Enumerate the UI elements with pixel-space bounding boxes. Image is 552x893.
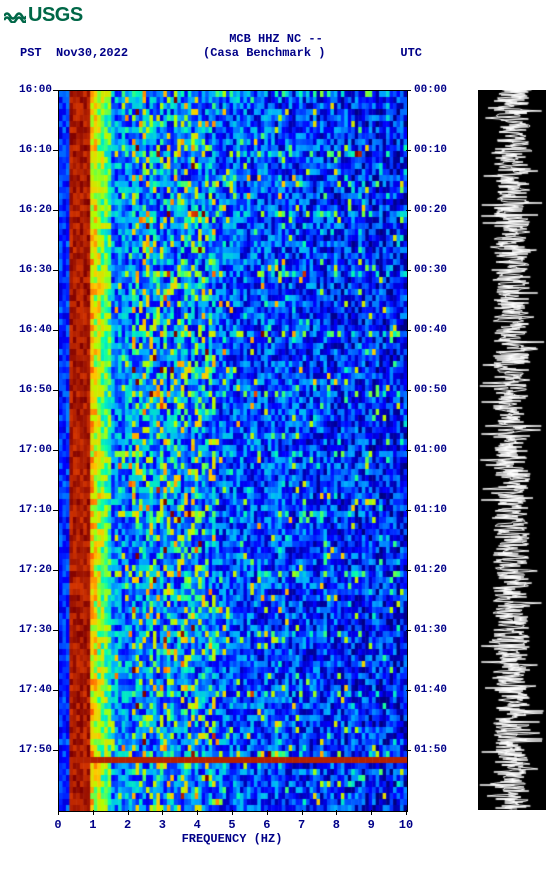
spectrogram [58,90,408,812]
freq-tick: 4 [194,818,201,832]
chart-header: MCB HHZ NC -- PST Nov30,2022 (Casa Bench… [0,32,552,60]
y-axis-utc: 00:0000:1000:2000:3000:4000:5001:0001:10… [406,90,476,810]
freq-tick: 7 [298,818,305,832]
freq-tick: 10 [399,818,413,832]
x-axis-freq: FREQUENCY (HZ) 012345678910 [58,810,406,850]
utc-tick: 01:30 [414,624,447,636]
pst-tick: 17:50 [19,744,52,756]
utc-tick: 00:00 [414,84,447,96]
utc-tick: 00:10 [414,144,447,156]
pst-tick: 17:00 [19,444,52,456]
freq-tick: 3 [159,818,166,832]
pst-tick: 16:10 [19,144,52,156]
date: Nov30,2022 [56,46,128,60]
seismogram-canvas [478,90,546,810]
freq-tick: 2 [124,818,131,832]
pst-tick: 16:00 [19,84,52,96]
utc-tick: 01:20 [414,564,447,576]
pst-tick: 17:40 [19,684,52,696]
station-title-2: (Casa Benchmark ) [203,46,325,60]
utc-tick: 00:30 [414,264,447,276]
logo-text: USGS [28,4,83,26]
station-title-1: MCB HHZ NC -- [0,32,552,46]
utc-tick: 01:00 [414,444,447,456]
pst-tick: 16:40 [19,324,52,336]
usgs-logo: USGS [4,4,83,27]
pst-tick: 16:50 [19,384,52,396]
wave-icon [4,9,26,23]
freq-tick: 6 [263,818,270,832]
utc-tick: 00:40 [414,324,447,336]
utc-tick: 00:20 [414,204,447,216]
freq-tick: 8 [333,818,340,832]
left-tz: PST [20,46,42,60]
pst-tick: 16:20 [19,204,52,216]
pst-tick: 17:30 [19,624,52,636]
spectrogram-canvas [59,91,407,811]
pst-tick: 17:10 [19,504,52,516]
utc-tick: 00:50 [414,384,447,396]
x-axis-label: FREQUENCY (HZ) [58,832,406,846]
utc-tick: 01:40 [414,684,447,696]
freq-tick: 0 [54,818,61,832]
seismogram-strip [478,90,546,810]
y-axis-pst: 16:0016:1016:2016:3016:4016:5017:0017:10… [0,90,55,810]
pst-tick: 17:20 [19,564,52,576]
right-tz: UTC [400,46,422,60]
pst-tick: 16:30 [19,264,52,276]
freq-tick: 5 [228,818,235,832]
freq-tick: 9 [368,818,375,832]
utc-tick: 01:10 [414,504,447,516]
utc-tick: 01:50 [414,744,447,756]
freq-tick: 1 [89,818,96,832]
